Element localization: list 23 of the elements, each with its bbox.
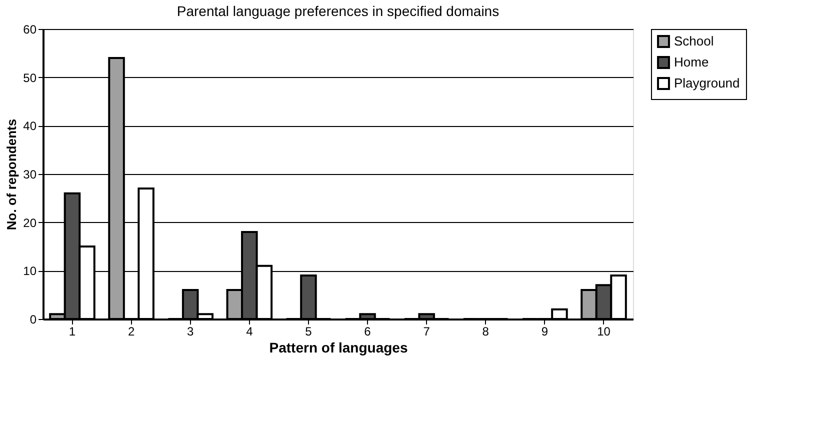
chart-title: Parental language preferences in specified domains	[176, 3, 500, 19]
x-axis-title: Pattern of languages	[269, 340, 408, 356]
y-tick-label: 20	[23, 216, 37, 230]
x-tick-label: 3	[187, 324, 194, 338]
x-tick-label: 8	[482, 324, 490, 338]
x-tick-label: 1	[68, 324, 76, 338]
x-tick-label: 2	[128, 324, 135, 338]
y-tick-label: 10	[23, 264, 37, 278]
y-tick-label: 30	[23, 168, 37, 182]
y-tick-label: 0	[30, 312, 37, 326]
y-tick-label: 40	[23, 119, 37, 134]
x-tick-label: 6	[364, 324, 372, 338]
legend-label: School	[674, 34, 714, 48]
x-tick-label: 9	[541, 324, 548, 338]
legend-label: Home	[674, 54, 709, 70]
x-tick-label: 5	[305, 324, 312, 338]
y-tick-label: 60	[23, 22, 37, 36]
x-tick-label: 7	[423, 324, 430, 338]
x-tick-label: 4	[246, 324, 254, 338]
y-axis-title: No. of repondents	[4, 118, 20, 230]
x-tick-label: 10	[597, 324, 611, 338]
legend-label: Playground	[674, 76, 740, 90]
y-tick-label: 50	[23, 70, 37, 85]
